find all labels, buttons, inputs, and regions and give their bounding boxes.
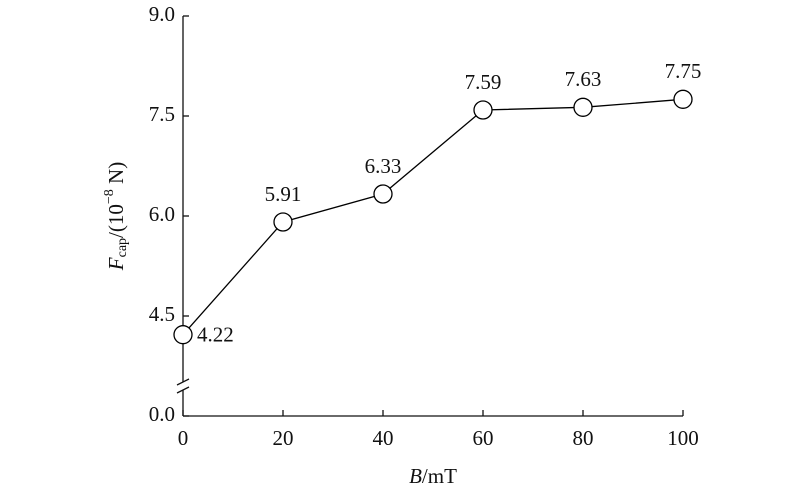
y-label-symbol: F — [104, 257, 128, 271]
data-label: 7.63 — [565, 67, 602, 91]
y-label-unit: /(10 — [104, 204, 128, 238]
y-tick-label: 0.0 — [149, 402, 175, 426]
x-tick-label: 100 — [667, 426, 699, 450]
data-label: 6.33 — [365, 154, 402, 178]
y-axis-label: Fcap/(10−8 N) — [102, 162, 130, 271]
x-label-unit: /mT — [422, 464, 457, 488]
x-label-symbol: B — [409, 464, 422, 488]
y-label-exponent: −8 — [102, 189, 117, 204]
axis-break — [176, 378, 190, 386]
y-tick-label: 4.5 — [149, 302, 175, 326]
axis-break — [176, 386, 190, 394]
x-tick-label: 80 — [573, 426, 594, 450]
x-tick-label: 60 — [473, 426, 494, 450]
x-tick-label: 40 — [373, 426, 394, 450]
y-label-subscript: cap — [115, 238, 130, 257]
x-axis-label: B/mT — [409, 464, 457, 488]
marker — [673, 89, 693, 109]
y-label-unit-end: N) — [104, 162, 128, 189]
marker — [473, 100, 493, 120]
y-tick-label: 7.5 — [149, 102, 175, 126]
x-tick-label: 20 — [273, 426, 294, 450]
x-tick-label: 0 — [178, 426, 189, 450]
data-label: 7.75 — [665, 59, 702, 83]
marker — [373, 184, 393, 204]
marker — [573, 97, 593, 117]
data-label: 7.59 — [465, 70, 502, 94]
data-label: 5.91 — [265, 182, 302, 206]
y-tick-label: 6.0 — [149, 202, 175, 226]
y-tick-label: 9.0 — [149, 2, 175, 26]
series-line — [182, 98, 684, 336]
marker — [173, 325, 193, 345]
marker — [273, 212, 293, 232]
data-label: 4.22 — [197, 322, 234, 346]
